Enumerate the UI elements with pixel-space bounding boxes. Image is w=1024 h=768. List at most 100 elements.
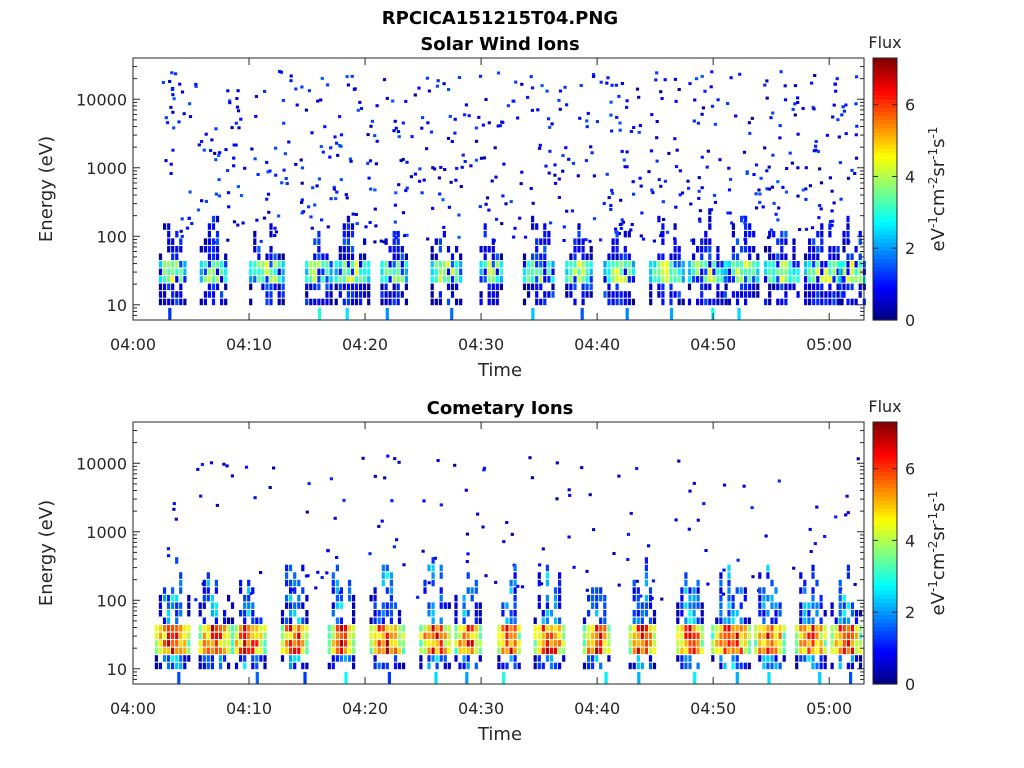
heatmap-cell <box>763 146 767 150</box>
heatmap-cell <box>171 632 175 640</box>
heatmap-cell <box>223 647 227 655</box>
heatmap-cell <box>812 107 816 111</box>
colorbar-step <box>873 667 897 673</box>
heatmap-cell <box>770 640 774 647</box>
heatmap-cell <box>478 205 482 209</box>
heatmap-cell <box>430 253 434 260</box>
heatmap-cell <box>171 110 175 114</box>
heatmap-cell <box>381 564 385 572</box>
heatmap-cell <box>243 610 247 617</box>
heatmap-cell <box>168 307 172 320</box>
heatmap-cell <box>549 647 554 655</box>
heatmap-cell <box>187 594 191 602</box>
heatmap-cell <box>727 188 732 192</box>
heatmap-cell <box>166 594 171 602</box>
heatmap-cell <box>708 253 712 260</box>
heatmap-cell <box>280 647 285 655</box>
heatmap-cell <box>812 276 816 283</box>
heatmap-cell <box>815 610 819 617</box>
heatmap-cell <box>618 121 622 125</box>
heatmap-cell <box>220 298 224 306</box>
heatmap-cell <box>285 594 289 602</box>
heatmap-cell <box>823 625 827 632</box>
colorbar-step <box>873 205 897 211</box>
heatmap-cell <box>429 130 434 134</box>
heatmap-cell <box>569 253 573 260</box>
heatmap-cell <box>803 602 807 609</box>
heatmap-cell <box>811 564 815 572</box>
heatmap-cell <box>234 625 239 632</box>
heatmap-cell <box>783 84 787 88</box>
heatmap-cell <box>677 459 681 463</box>
heatmap-cell <box>692 481 696 485</box>
heatmap-cell <box>838 647 842 655</box>
heatmap-cell <box>855 124 859 128</box>
heatmap-cell <box>585 276 589 283</box>
heatmap-cell <box>558 107 562 111</box>
heatmap-cell <box>582 662 587 670</box>
heatmap-cell <box>669 283 673 291</box>
heatmap-cell <box>735 268 740 276</box>
heatmap-cell <box>819 207 823 211</box>
heatmap-cell <box>636 655 640 662</box>
heatmap-cell <box>636 632 640 640</box>
heatmap-cell <box>368 552 372 556</box>
heatmap-cell <box>367 276 371 283</box>
y-tick-label: 10 <box>107 660 127 679</box>
heatmap-cell <box>795 662 799 670</box>
heatmap-cell <box>553 594 558 602</box>
heatmap-cell <box>628 640 632 647</box>
heatmap-cell <box>300 198 304 202</box>
heatmap-cell <box>249 283 253 291</box>
heatmap-cell <box>720 268 724 276</box>
heatmap-cell <box>617 474 621 478</box>
heatmap-cell <box>214 632 218 640</box>
heatmap-cell <box>401 121 405 125</box>
heatmap-cell <box>798 228 802 231</box>
heatmap-cell <box>343 640 348 647</box>
heatmap-cell <box>824 276 828 283</box>
heatmap-cell <box>325 291 329 298</box>
heatmap-cell <box>808 184 812 188</box>
heatmap-cell <box>466 647 470 655</box>
heatmap-cell <box>555 497 559 501</box>
heatmap-cell <box>611 238 615 245</box>
heatmap-cell <box>830 610 834 617</box>
heatmap-cell <box>836 261 840 268</box>
heatmap-cell <box>537 579 541 587</box>
heatmap-cell <box>803 579 807 587</box>
heatmap-cell <box>838 579 842 587</box>
heatmap-cell <box>796 268 800 276</box>
heatmap-cell <box>469 164 473 168</box>
heatmap-cell <box>478 617 482 624</box>
heatmap-cell <box>239 117 243 121</box>
heatmap-cell <box>644 557 648 564</box>
heatmap-cell <box>799 632 803 640</box>
heatmap-cell <box>838 655 842 662</box>
heatmap-cell <box>846 640 850 647</box>
heatmap-cell <box>427 655 431 662</box>
heatmap-cell <box>696 647 700 655</box>
heatmap-cell <box>439 632 443 640</box>
heatmap-cell <box>700 625 704 632</box>
heatmap-cell <box>591 640 595 647</box>
heatmap-cell <box>680 625 684 632</box>
heatmap-cell <box>373 602 377 609</box>
heatmap-cell <box>421 549 425 553</box>
heatmap-cell <box>776 238 780 245</box>
heatmap-cell <box>696 268 700 276</box>
heatmap-cell <box>708 208 712 215</box>
heatmap-cell <box>799 610 803 617</box>
heatmap-cell <box>393 203 397 207</box>
heatmap-cell <box>639 594 643 598</box>
heatmap-cell <box>257 268 261 276</box>
heatmap-cell <box>169 105 173 109</box>
heatmap-cell <box>206 640 210 647</box>
heatmap-cell <box>673 238 677 245</box>
heatmap-cell <box>179 662 183 670</box>
heatmap-cell <box>463 160 467 163</box>
heatmap-cell <box>619 253 623 260</box>
heatmap-cell <box>434 238 438 245</box>
heatmap-cell <box>764 268 768 276</box>
colorbar-step <box>873 78 897 84</box>
